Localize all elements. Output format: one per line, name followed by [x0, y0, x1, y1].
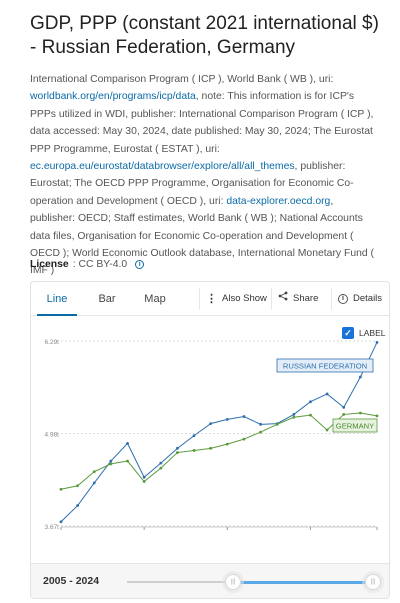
line-chart: 6.29t 4.98t 3.67t RUSSIAN FEDERATION GERMANY	[45, 339, 379, 531]
source-description: International Comparison Program ( ICP )…	[30, 71, 378, 280]
y-tick-label: 4.98t	[45, 432, 60, 439]
details-button[interactable]: i Details	[331, 288, 388, 310]
details-info-icon: i	[338, 294, 348, 304]
details-label: Details	[353, 293, 383, 304]
source-text-2: , note: This information is for ICP's PP…	[30, 91, 374, 155]
chart-panel: Line Bar Map ⋮ Also Show Share i Details	[30, 281, 390, 599]
data-point-germany	[342, 413, 346, 416]
data-point-russia	[259, 422, 262, 426]
license-label: License	[30, 259, 69, 270]
data-point-germany	[126, 459, 129, 463]
data-point-russia	[92, 481, 96, 485]
also-show-button[interactable]: ⋮ Also Show	[199, 288, 273, 310]
data-point-germany	[192, 449, 196, 452]
data-point-germany	[375, 414, 379, 418]
year-range-label: 2005 - 2024	[43, 575, 99, 587]
dots-vertical-icon: ⋮	[206, 292, 217, 305]
data-point-russia	[59, 520, 63, 524]
data-point-germany	[275, 422, 279, 426]
data-point-germany	[358, 411, 362, 415]
data-point-russia	[225, 417, 229, 421]
also-show-label: Also Show	[222, 293, 267, 304]
info-icon[interactable]: i	[135, 260, 145, 269]
tab-line[interactable]: Line	[37, 282, 77, 316]
data-point-germany	[176, 451, 179, 454]
series-label-germany-box	[332, 418, 378, 433]
range-start: 2005	[43, 575, 67, 587]
data-point-russia	[176, 446, 179, 450]
series-line-germany	[60, 412, 378, 490]
year-slider-fill	[233, 581, 373, 584]
data-point-germany	[142, 480, 146, 483]
page-title: GDP, PPP (constant 2021 international $)…	[30, 13, 379, 58]
source-text-1: International Comparison Program ( ICP )…	[30, 74, 334, 85]
checkbox-checked-icon[interactable]: ✓	[342, 327, 354, 339]
data-point-germany	[309, 413, 312, 417]
data-point-russia	[142, 475, 146, 479]
share-icon	[278, 288, 288, 310]
data-point-germany	[209, 446, 213, 450]
data-point-germany	[92, 470, 96, 474]
data-point-russia	[309, 400, 312, 404]
source-link-icp[interactable]: worldbank.org/en/programs/icp/data	[30, 91, 196, 103]
data-point-germany	[325, 428, 329, 432]
data-point-russia	[192, 434, 196, 438]
data-point-germany	[225, 442, 229, 446]
y-tick-label: 6.29t	[45, 339, 60, 346]
series-label-russia: RUSSIAN FEDERATION	[283, 361, 367, 370]
range-sep: -	[69, 575, 73, 587]
license-value: : CC BY-4.0	[72, 259, 128, 270]
data-point-germany	[76, 484, 80, 488]
data-point-russia	[126, 441, 129, 445]
tab-map[interactable]: Map	[144, 293, 166, 305]
chart-tabs: Line Bar Map ⋮ Also Show Share i Details	[31, 282, 389, 316]
label-toggle[interactable]: ✓ LABEL	[342, 327, 385, 339]
share-label: Share	[293, 293, 319, 304]
data-point-russia	[375, 341, 379, 344]
data-point-germany	[159, 466, 163, 470]
series-label-russia-box	[276, 358, 374, 373]
data-point-russia	[76, 504, 80, 507]
data-point-russia	[242, 415, 246, 418]
data-point-russia	[342, 405, 346, 409]
label-toggle-text: LABEL	[359, 328, 386, 338]
slider-handle-start[interactable]: |||	[225, 574, 241, 590]
data-point-russia	[209, 422, 213, 426]
data-point-russia	[109, 459, 113, 463]
license-row: License : CC BY-4.0 i	[30, 256, 378, 273]
share-button[interactable]: Share	[271, 288, 324, 310]
year-range-row: 2005 - 2024 ||| |||	[31, 563, 389, 598]
source-link-eurostat[interactable]: ec.europa.eu/eurostat/databrowser/explor…	[30, 161, 295, 173]
series-label-germany: GERMANY	[336, 421, 374, 430]
tab-bar[interactable]: Bar	[98, 293, 116, 305]
data-point-germany	[59, 487, 63, 491]
data-point-germany	[109, 462, 113, 466]
data-point-russia	[325, 392, 329, 396]
y-tick-label: 3.67t	[45, 524, 60, 531]
data-point-russia	[358, 375, 362, 379]
data-point-germany	[259, 430, 262, 434]
slider-handle-end[interactable]: |||	[365, 574, 381, 590]
data-point-germany	[292, 415, 296, 419]
source-link-oecd[interactable]: data-explorer.oecd.org	[226, 195, 331, 207]
data-point-russia	[292, 413, 296, 416]
data-point-germany	[242, 437, 246, 441]
source-text-4: , publisher: OECD; Staff estimates, Worl…	[30, 195, 375, 277]
range-end: 2024	[75, 575, 100, 587]
series-line-russia	[60, 342, 378, 523]
source-text-3: , publisher: Eurostat; The OECD PPP Prog…	[30, 161, 354, 207]
data-point-russia	[159, 461, 163, 465]
